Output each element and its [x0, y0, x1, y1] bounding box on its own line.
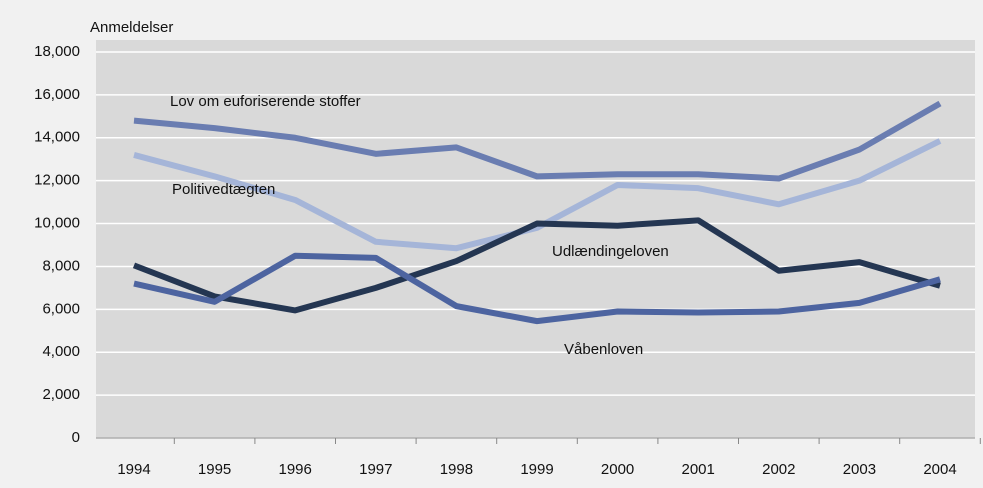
- y-tick-label: 12,000: [34, 172, 80, 189]
- x-tick-label: 2004: [923, 461, 956, 478]
- x-tick-label: 1994: [117, 461, 150, 478]
- series-label: Lov om euforiserende stoffer: [170, 93, 361, 110]
- x-tick-label: 2003: [843, 461, 876, 478]
- series-line: [133, 252, 941, 325]
- y-tick-label: 8,000: [42, 257, 80, 274]
- plot-area: [96, 40, 975, 438]
- y-tick-label: 10,000: [34, 215, 80, 232]
- y-tick-label: 16,000: [34, 86, 80, 103]
- y-tick-label: 18,000: [34, 43, 80, 60]
- series-label: Politivedtægten: [172, 181, 275, 198]
- y-tick-label: 2,000: [42, 386, 80, 403]
- series-label: Udlændingeloven: [552, 243, 669, 260]
- y-tick-label: 6,000: [42, 300, 80, 317]
- x-tick-label: 2001: [682, 461, 715, 478]
- y-axis-label: Anmeldelser: [90, 19, 173, 36]
- y-tick-label: 4,000: [42, 343, 80, 360]
- x-tick-label: 2002: [762, 461, 795, 478]
- y-tick-label: 14,000: [34, 129, 80, 146]
- y-tick-label: 0: [72, 429, 80, 446]
- x-tick-label: 1997: [359, 461, 392, 478]
- x-tick-label: 1998: [440, 461, 473, 478]
- series-line: [133, 138, 942, 252]
- x-tick-label: 1996: [279, 461, 312, 478]
- x-tick-label: 2000: [601, 461, 634, 478]
- series-line: [132, 217, 941, 314]
- series-line: [133, 100, 942, 182]
- x-tick-label: 1999: [520, 461, 553, 478]
- series-label: Våbenloven: [564, 341, 643, 358]
- x-tick-label: 1995: [198, 461, 231, 478]
